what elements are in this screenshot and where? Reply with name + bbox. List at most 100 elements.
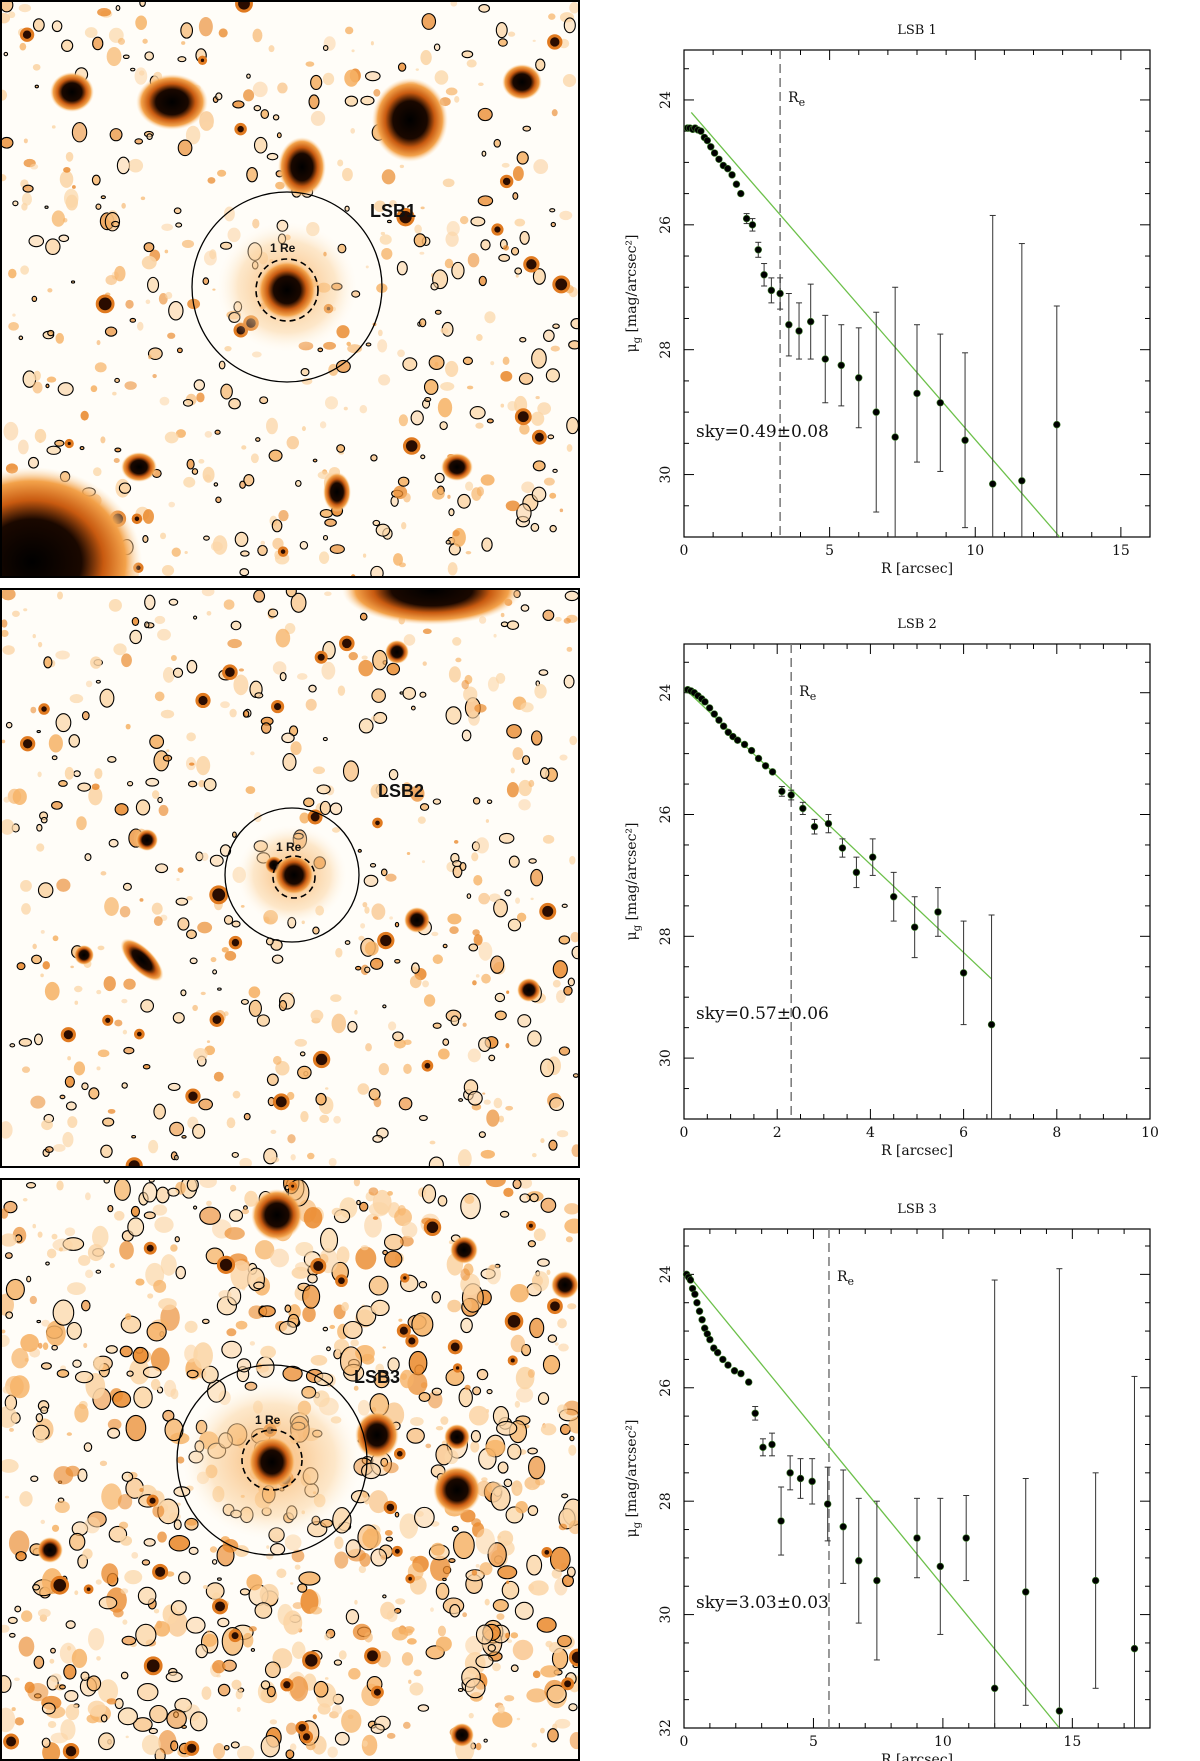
- noise-blob: [358, 1565, 367, 1574]
- re-label: Re: [788, 90, 805, 109]
- noise-blob: [218, 360, 226, 370]
- noise-blob: [477, 195, 494, 207]
- noise-blob: [212, 969, 218, 975]
- noise-blob: [284, 1304, 292, 1313]
- noise-blob: [291, 1641, 306, 1659]
- noise-blob: [270, 1248, 290, 1268]
- noise-blob: [461, 729, 472, 742]
- noise-blob: [479, 1562, 493, 1576]
- re-label: 1 Re: [255, 1413, 281, 1427]
- noise-blob: [101, 1483, 122, 1510]
- data-point: [823, 1500, 832, 1508]
- noise-blob: [475, 974, 480, 978]
- noise-blob: [215, 92, 223, 101]
- noise-blob: [365, 265, 369, 269]
- noise-blob: [500, 403, 505, 408]
- noise-blob: [149, 734, 165, 749]
- noise-blob: [50, 1647, 56, 1654]
- faint-source: [396, 1323, 411, 1338]
- noise-blob: [248, 1626, 257, 1632]
- noise-blob: [153, 1103, 166, 1120]
- noise-blob: [52, 1238, 73, 1252]
- noise-blob: [493, 1097, 503, 1109]
- data-point: [686, 1276, 695, 1284]
- data-point: [733, 736, 742, 744]
- sky-annotation: sky=3.03±0.03: [696, 1593, 829, 1613]
- noise-blob: [36, 823, 43, 832]
- noise-blob: [447, 1299, 462, 1313]
- noise-blob: [48, 734, 63, 753]
- noise-blob: [105, 1345, 118, 1354]
- noise-blob: [140, 999, 155, 1013]
- noise-blob: [135, 15, 147, 30]
- noise-blob: [11, 1707, 16, 1712]
- noise-blob: [550, 345, 560, 352]
- noise-blob: [361, 655, 368, 660]
- noise-blob: [545, 368, 560, 383]
- noise-blob: [342, 760, 360, 782]
- noise-blob: [243, 1112, 251, 1121]
- noise-blob: [74, 1403, 89, 1423]
- faint-source: [195, 692, 211, 709]
- noise-blob: [370, 41, 374, 46]
- noise-blob: [318, 551, 330, 564]
- noise-blob: [505, 500, 520, 512]
- noise-blob: [532, 1670, 541, 1679]
- noise-blob: [96, 989, 102, 995]
- noise-blob: [419, 251, 425, 255]
- noise-blob: [475, 1742, 482, 1751]
- noise-blob: [310, 1354, 328, 1366]
- data-point: [719, 1355, 727, 1364]
- noise-blob: [321, 661, 336, 680]
- noise-blob: [186, 1369, 199, 1379]
- noise-blob: [185, 1616, 206, 1634]
- noise-blob: [84, 1516, 101, 1534]
- noise-blob: [386, 662, 401, 676]
- noise-blob: [535, 396, 540, 400]
- faint-source: [143, 1656, 163, 1676]
- noise-blob: [381, 247, 393, 260]
- noise-blob: [107, 1418, 122, 1431]
- data-point: [806, 317, 815, 326]
- noise-blob: [32, 943, 37, 950]
- noise-blob: [357, 848, 362, 853]
- noise-blob: [527, 1447, 538, 1455]
- noise-blob: [54, 439, 65, 447]
- noise-blob: [143, 1211, 156, 1220]
- noise-blob: [107, 1108, 116, 1114]
- noise-blob: [147, 1293, 154, 1299]
- sky-annotation: sky=0.57±0.06: [696, 1004, 829, 1024]
- noise-blob: [107, 1427, 121, 1439]
- noise-blob: [337, 685, 346, 696]
- noise-blob: [164, 249, 169, 254]
- noise-blob: [45, 238, 61, 256]
- noise-blob: [474, 703, 487, 713]
- noise-blob: [73, 770, 81, 778]
- noise-blob: [361, 1462, 381, 1480]
- noise-blob: [188, 1546, 199, 1555]
- noise-blob: [131, 1134, 137, 1139]
- noise-blob: [116, 156, 131, 175]
- noise-blob: [410, 410, 424, 426]
- noise-blob: [399, 1235, 414, 1247]
- noise-blob: [437, 397, 453, 418]
- noise-blob: [469, 406, 486, 420]
- noise-blob: [392, 1031, 404, 1042]
- noise-blob: [229, 1184, 237, 1192]
- noise-blob: [505, 1042, 510, 1049]
- noise-blob: [428, 355, 445, 370]
- data-point: [1130, 1644, 1139, 1653]
- noise-blob: [172, 667, 184, 678]
- noise-blob: [239, 1157, 252, 1166]
- noise-blob: [33, 1033, 43, 1046]
- data-point: [872, 408, 880, 416]
- noise-blob: [510, 1334, 526, 1353]
- noise-blob: [3, 796, 10, 803]
- noise-blob: [177, 139, 193, 157]
- faint-source: [310, 1257, 327, 1275]
- noise-blob: [421, 1184, 437, 1204]
- noise-blob: [137, 321, 144, 331]
- noise-blob: [126, 1370, 134, 1377]
- noise-blob: [361, 1734, 378, 1756]
- noise-blob: [145, 299, 151, 305]
